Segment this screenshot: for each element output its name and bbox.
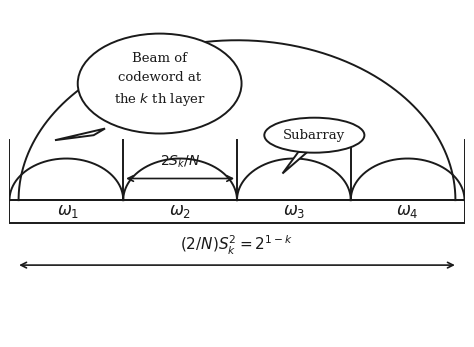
Bar — [9, 200, 465, 223]
Text: Subarray: Subarray — [283, 129, 346, 142]
Ellipse shape — [78, 34, 242, 134]
Text: $\omega_1$: $\omega_1$ — [57, 203, 80, 220]
Text: $\omega_3$: $\omega_3$ — [283, 203, 305, 220]
Text: $2S_k / N$: $2S_k / N$ — [160, 154, 201, 170]
Polygon shape — [55, 128, 105, 140]
Polygon shape — [283, 152, 308, 174]
Text: $\omega_4$: $\omega_4$ — [396, 203, 419, 220]
Text: Beam of
codeword at
the $k$ th layer: Beam of codeword at the $k$ th layer — [114, 52, 205, 108]
Ellipse shape — [264, 118, 365, 153]
Text: $(2/N)S_k^2 = 2^{1-k}$: $(2/N)S_k^2 = 2^{1-k}$ — [181, 234, 293, 257]
Text: $\omega_2$: $\omega_2$ — [169, 203, 191, 220]
